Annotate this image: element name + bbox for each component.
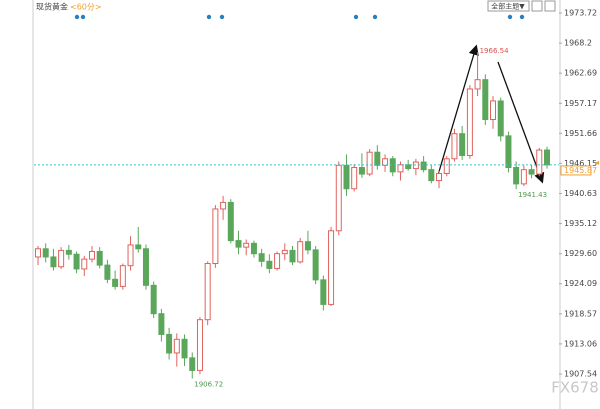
candle-body — [243, 242, 250, 248]
candle-body — [482, 79, 489, 120]
candle-body — [420, 161, 427, 171]
candle-body — [451, 133, 458, 160]
candle-body — [65, 249, 72, 255]
candle-body — [166, 333, 173, 354]
candle-body — [513, 166, 520, 185]
candle-body — [466, 88, 473, 156]
candle-body — [374, 151, 381, 166]
candle-body — [289, 249, 296, 263]
trend-arrow — [497, 61, 545, 184]
candle-body — [343, 164, 350, 190]
candle-body — [81, 258, 88, 270]
candle-body — [250, 242, 257, 255]
candle-body — [528, 169, 535, 175]
tool-button[interactable] — [544, 0, 556, 12]
y-tick-label: 1918.57 — [564, 309, 597, 318]
candle-body — [397, 164, 404, 173]
candle-body — [227, 201, 234, 242]
candle-body — [497, 100, 504, 137]
candle-body — [405, 164, 412, 170]
candle-body — [73, 253, 80, 270]
candle-body — [358, 166, 365, 175]
y-tick-label: 1973.72 — [564, 9, 597, 18]
event-dots — [74, 14, 525, 20]
y-tick-label: 1929.60 — [564, 249, 597, 258]
candle-body — [158, 313, 165, 335]
candle-body — [127, 244, 134, 267]
candle-body — [35, 248, 41, 258]
candle-body — [135, 244, 142, 250]
theme-button[interactable] — [487, 0, 530, 12]
candle-body — [382, 158, 389, 166]
candle-body — [443, 158, 450, 174]
candle-body — [474, 79, 481, 90]
last-price-label: 1945.87 — [564, 166, 597, 175]
y-tick-label: 1946.15 — [564, 159, 597, 168]
candle-body — [366, 151, 373, 175]
candle-body — [220, 201, 227, 210]
candle-body — [520, 169, 527, 185]
price-annotation: 1941.43 — [518, 191, 547, 199]
theme-button-label[interactable]: 全部主题▼ — [491, 2, 525, 11]
candle-body — [88, 251, 95, 260]
candle-body — [112, 278, 119, 287]
candle-body — [436, 172, 443, 182]
candle-body — [281, 249, 288, 255]
candle-body — [173, 338, 180, 354]
candle-body — [189, 357, 196, 371]
candle-body — [42, 248, 49, 258]
candle-body — [335, 164, 342, 232]
y-tick-label: 1924.09 — [564, 279, 597, 288]
y-tick-label: 1968.2 — [564, 39, 592, 48]
candle-body — [304, 241, 311, 251]
candle-body — [490, 100, 497, 120]
period-label[interactable]: <60分> — [70, 3, 102, 12]
y-tick-label: 1907.54 — [564, 370, 597, 379]
candle-body — [96, 251, 103, 266]
trend-arrow — [437, 44, 479, 176]
candle-body — [459, 133, 466, 156]
candle-body — [258, 253, 265, 262]
price-annotation: 1906.72 — [194, 380, 223, 388]
candle-body — [104, 264, 111, 280]
y-tick-label: 1962.69 — [564, 69, 597, 78]
candle-body — [181, 338, 188, 359]
instrument-title: 现货黄金 — [36, 2, 68, 12]
y-tick-label: 1940.63 — [564, 189, 597, 198]
candle-body — [212, 208, 219, 265]
last-price-marker — [595, 160, 599, 165]
candle-body — [428, 169, 435, 182]
candle-body — [235, 240, 242, 248]
y-tick-label: 1935.12 — [564, 219, 597, 228]
candle-body — [58, 249, 65, 268]
candle-body — [312, 249, 319, 281]
y-tick-label: 1957.17 — [564, 99, 597, 108]
last-price-box — [560, 165, 592, 176]
y-tick-label: 1913.06 — [564, 339, 597, 348]
candle-body — [196, 319, 203, 371]
candle-body — [328, 230, 335, 305]
candle-body — [297, 241, 304, 263]
y-tick-label: 1951.66 — [564, 129, 597, 138]
candle-body — [142, 248, 149, 286]
candle-body — [119, 265, 126, 287]
candle-body — [204, 263, 211, 321]
candle-body — [536, 149, 543, 175]
candle-body — [320, 279, 327, 305]
watermark: FX678 — [551, 379, 599, 397]
candle-body — [150, 284, 157, 315]
candle-body — [351, 166, 358, 190]
candle-body — [544, 149, 550, 166]
candle-body — [266, 260, 273, 269]
candle-body — [50, 256, 57, 268]
price-annotation: 1966.54 — [480, 47, 509, 55]
tool-button[interactable] — [531, 0, 543, 12]
candle-body — [505, 135, 512, 168]
candle-body — [274, 253, 281, 269]
